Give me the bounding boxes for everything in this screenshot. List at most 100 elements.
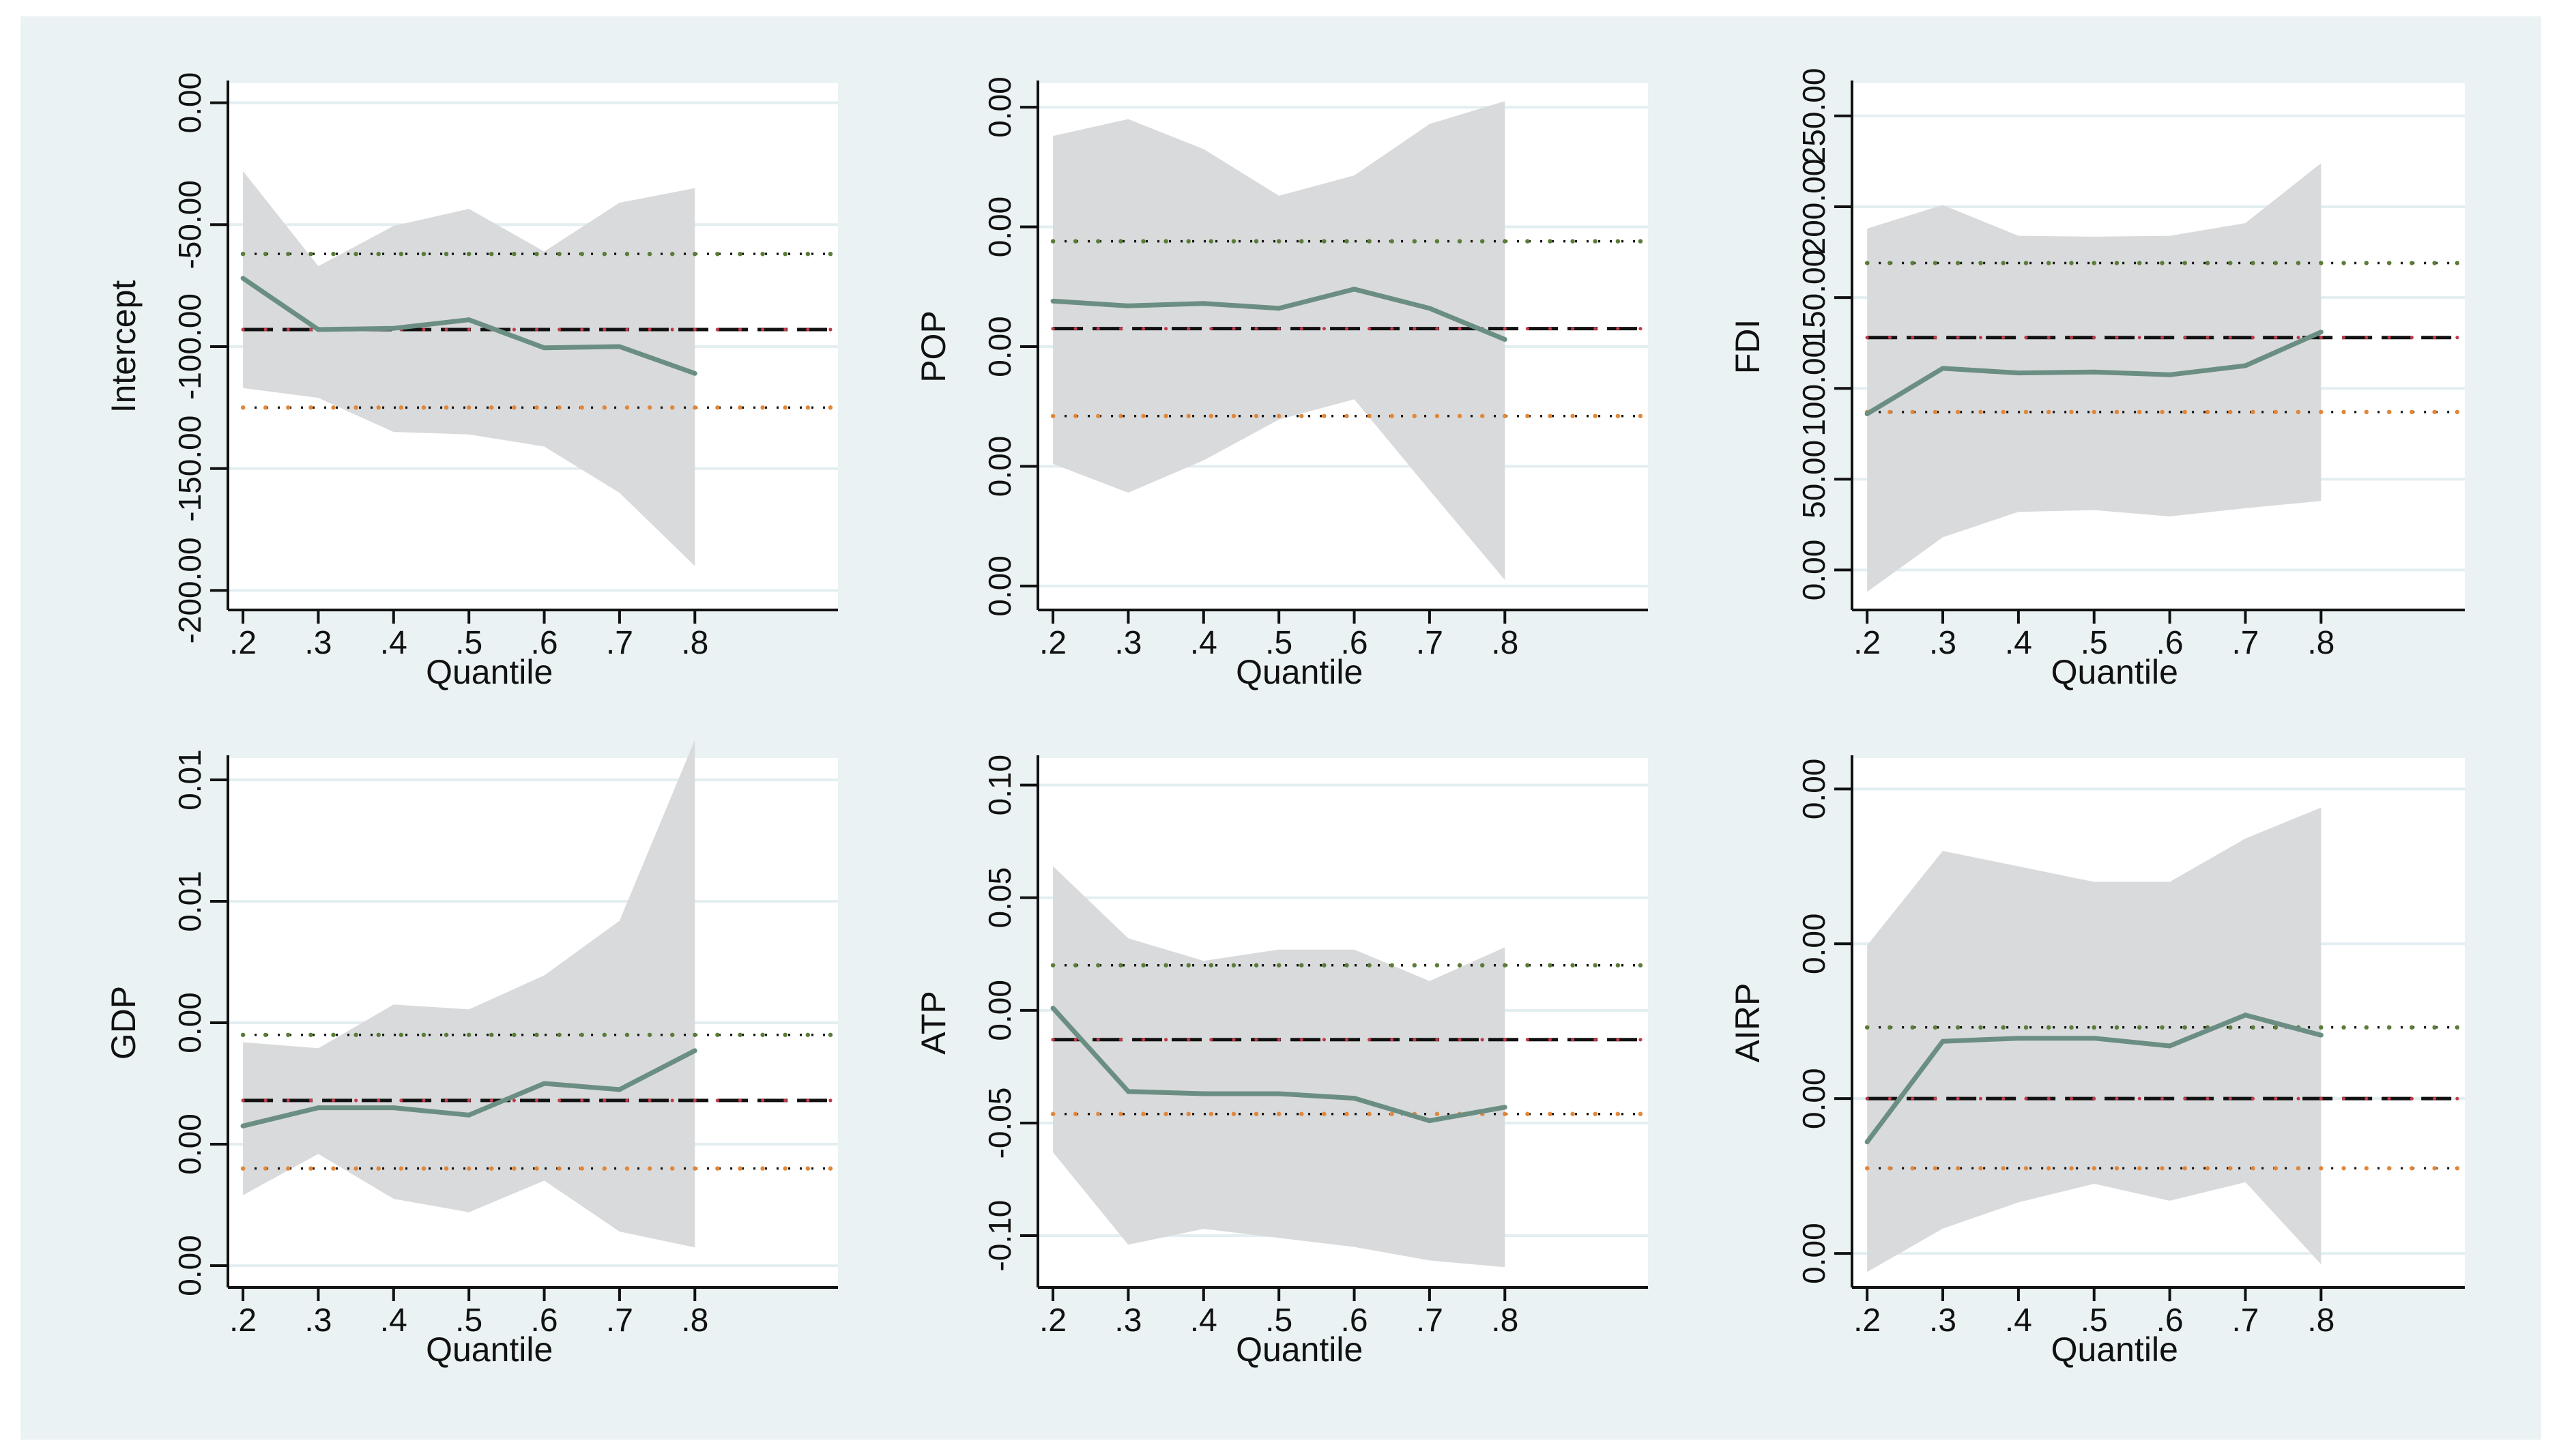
ols-upper-bound-marker xyxy=(1141,963,1146,967)
ols-lower-bound-marker xyxy=(647,1166,652,1171)
quantile-estimate-point xyxy=(1201,1091,1206,1096)
ols-upper-bound-marker xyxy=(602,1032,607,1037)
ols-estimate-marker xyxy=(1978,1096,1983,1101)
ols-estimate-marker xyxy=(1073,1038,1077,1042)
ols-lower-bound-marker xyxy=(1322,1111,1327,1116)
y-tick-label: 0.00 xyxy=(982,436,1017,497)
ols-lower-bound-marker xyxy=(1593,1111,1597,1116)
ols-upper-bound-marker xyxy=(2069,1025,2074,1030)
ols-estimate-marker xyxy=(2364,1096,2369,1101)
ols-upper-bound-marker xyxy=(2319,261,2324,265)
ols-upper-bound-marker xyxy=(1933,261,1938,265)
ols-lower-bound-marker xyxy=(444,1166,449,1171)
ols-lower-bound-marker xyxy=(1231,1111,1236,1116)
x-tick-label: .7 xyxy=(2231,625,2259,661)
ols-lower-bound-marker xyxy=(2228,409,2233,415)
x-tick-label: .8 xyxy=(1491,625,1518,661)
ols-upper-bound-marker xyxy=(2114,1025,2119,1030)
y-tick-label: 50.00 xyxy=(1796,440,1832,519)
ols-upper-bound-marker xyxy=(1638,239,1643,244)
ols-lower-bound-marker xyxy=(760,405,765,410)
ols-lower-bound-marker xyxy=(1389,1111,1394,1116)
x-axis-title: Quantile xyxy=(1236,653,1363,691)
ols-upper-bound-marker xyxy=(1322,963,1327,967)
ols-upper-bound-marker xyxy=(1457,963,1462,967)
ols-lower-bound-marker xyxy=(399,405,404,410)
ols-upper-bound-marker xyxy=(2319,1025,2324,1030)
x-tick-label: .7 xyxy=(606,1302,633,1339)
ols-upper-bound-marker xyxy=(2160,261,2165,265)
ols-estimate-marker xyxy=(2251,1096,2255,1101)
ols-lower-bound-marker xyxy=(1096,413,1101,418)
ols-lower-bound-marker xyxy=(1096,1111,1101,1116)
y-tick-label: 0.00 xyxy=(982,980,1017,1041)
ols-estimate-marker xyxy=(241,327,245,332)
ols-estimate-marker xyxy=(2115,1096,2119,1101)
ols-estimate-marker xyxy=(1458,327,1462,331)
ols-upper-bound-marker xyxy=(1231,239,1236,244)
ols-estimate-marker xyxy=(1933,1096,1937,1101)
ols-estimate-marker xyxy=(580,1098,584,1103)
ols-lower-bound-marker xyxy=(1254,413,1259,418)
ols-estimate-marker xyxy=(1593,1038,1597,1042)
x-axis-title: Quantile xyxy=(426,1330,553,1369)
ols-upper-bound-marker xyxy=(1434,239,1440,244)
ols-lower-bound xyxy=(240,1166,833,1171)
ols-estimate-marker xyxy=(2455,1096,2459,1101)
ols-lower-bound-marker xyxy=(2182,409,2188,415)
ols-estimate-marker xyxy=(1051,327,1055,331)
ols-upper-bound-marker xyxy=(1434,963,1440,967)
x-tick-label: .5 xyxy=(2081,1302,2108,1339)
ols-lower-bound-marker xyxy=(2069,409,2074,415)
ols-lower-bound-marker xyxy=(286,405,291,410)
ols-lower-bound-marker xyxy=(2410,1166,2414,1171)
ols-estimate-marker xyxy=(558,1098,562,1103)
ols-upper-bound-marker xyxy=(1050,963,1056,967)
ols-lower-bound-marker xyxy=(2092,409,2096,415)
ols-upper-bound-marker xyxy=(760,251,765,257)
ols-upper-bound-marker xyxy=(2205,261,2210,265)
ols-upper-bound-marker xyxy=(1276,239,1282,244)
quantile-estimate-point xyxy=(1502,1105,1507,1110)
ols-upper-bound-marker xyxy=(2386,261,2392,265)
ols-estimate-marker xyxy=(693,327,697,332)
confidence-band xyxy=(243,740,695,1248)
ols-estimate-marker xyxy=(2319,336,2323,340)
x-tick-label: .3 xyxy=(1114,625,1142,661)
ols-upper-bound-marker xyxy=(1978,1025,1983,1030)
quantile-estimate-point xyxy=(1201,301,1206,306)
y-tick-label: 0.01 xyxy=(172,749,207,811)
quantile-estimate-point xyxy=(1502,336,1507,342)
x-tick-label: .2 xyxy=(229,625,257,661)
x-tick-label: .3 xyxy=(304,1302,332,1339)
quantile-estimate-point xyxy=(466,317,472,323)
ols-estimate-marker xyxy=(1141,327,1146,331)
ols-estimate-marker xyxy=(1413,327,1417,331)
ols-estimate-marker xyxy=(1232,327,1236,331)
x-tick-label: .7 xyxy=(1416,625,1443,661)
ols-upper-bound-marker xyxy=(1933,1025,1938,1030)
ols-estimate-marker xyxy=(467,1098,471,1103)
ols-lower-bound-marker xyxy=(1322,413,1327,418)
ols-lower-bound-marker xyxy=(2092,1166,2096,1171)
ols-lower-bound-marker xyxy=(2251,1166,2255,1171)
y-tick-label: 0.10 xyxy=(982,755,1017,816)
quantile-estimate-point xyxy=(1352,1096,1357,1101)
ols-upper-bound-marker xyxy=(444,1032,449,1037)
quantile-estimate-point xyxy=(1940,366,1945,371)
ols-lower-bound-marker xyxy=(1887,409,1892,415)
ols-upper-bound-marker xyxy=(1503,239,1507,244)
ols-lower-bound-marker xyxy=(331,1166,336,1171)
y-tick-label: -50.00 xyxy=(172,180,207,269)
ols-estimate-marker xyxy=(1164,327,1168,331)
confidence-band xyxy=(1053,101,1505,581)
quantile-estimate-point xyxy=(2092,1036,2097,1041)
ols-upper-bound-marker xyxy=(2023,1025,2029,1030)
ols-estimate-marker xyxy=(1503,327,1507,331)
ols-lower-bound-marker xyxy=(1163,1111,1168,1116)
ols-upper-bound-marker xyxy=(1503,963,1507,967)
ols-upper-bound-marker xyxy=(466,1032,472,1037)
ols-lower-bound xyxy=(1864,1166,2460,1171)
ols-lower-bound-marker xyxy=(1389,413,1394,418)
ols-upper-bound-marker xyxy=(715,251,720,257)
